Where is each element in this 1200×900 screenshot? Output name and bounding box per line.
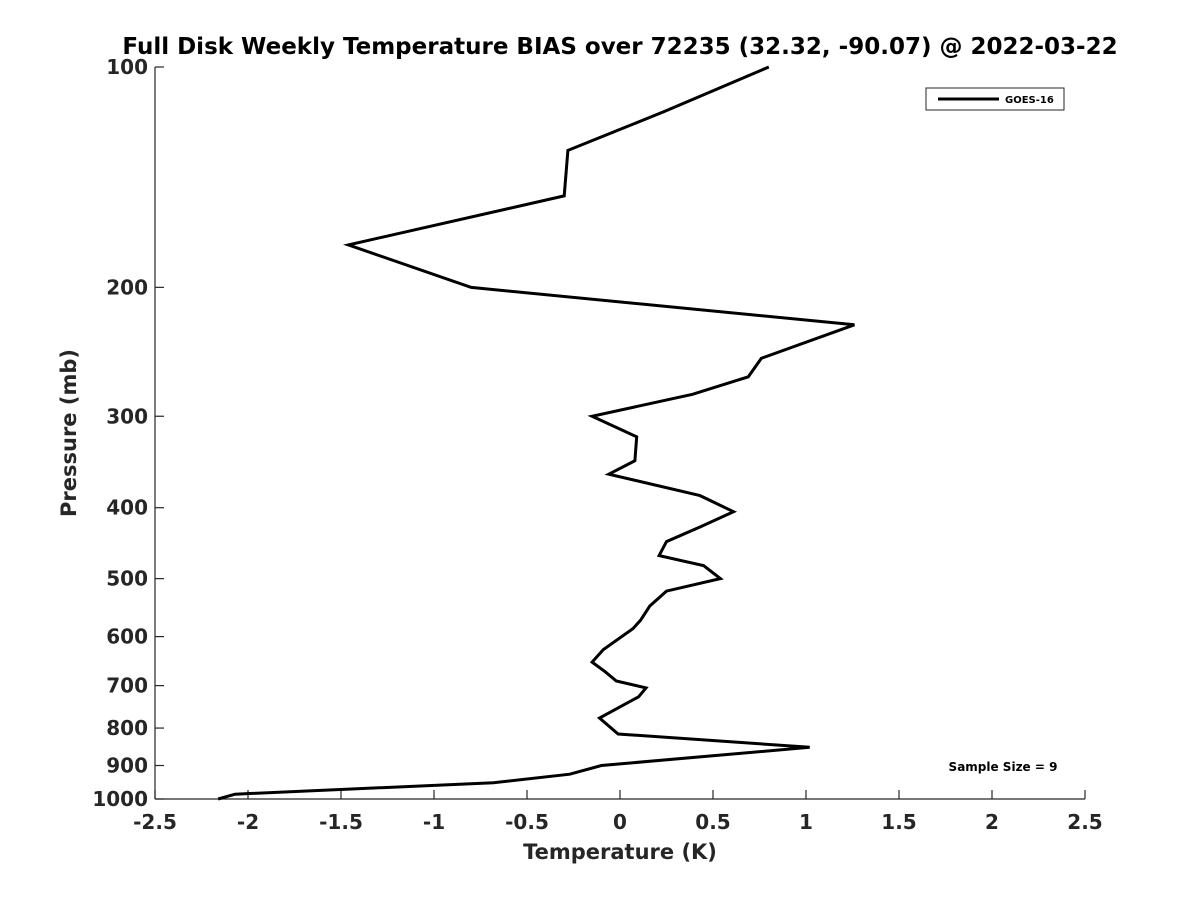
y-tick-label: 600 bbox=[106, 625, 148, 649]
y-tick-label: 200 bbox=[106, 275, 148, 299]
y-tick-label: 100 bbox=[106, 55, 148, 79]
x-tick-label: -1.5 bbox=[319, 810, 363, 834]
x-tick-label: 1 bbox=[799, 810, 813, 834]
y-tick-label: 500 bbox=[106, 567, 148, 591]
series-line-goes-16 bbox=[217, 65, 855, 801]
y-tick-label: 1000 bbox=[92, 787, 148, 811]
chart-title: Full Disk Weekly Temperature BIAS over 7… bbox=[122, 34, 1117, 60]
x-tick-label: 2.5 bbox=[1067, 810, 1102, 834]
x-tick-label: -2.5 bbox=[133, 810, 177, 834]
x-axis-ticks: -2.5 -2 -1.5 -1 -0.5 0 0.5 1 1.5 2 2.5 bbox=[133, 790, 1103, 834]
x-tick-label: -0.5 bbox=[505, 810, 549, 834]
y-tick-label: 800 bbox=[106, 716, 148, 740]
y-tick-label: 400 bbox=[106, 496, 148, 520]
legend: GOES-16 bbox=[925, 87, 1065, 111]
legend-label: GOES-16 bbox=[1005, 95, 1054, 106]
y-axis-ticks: 100 200 300 400 500 600 700 800 900 1000 bbox=[92, 55, 164, 811]
x-tick-label: 1.5 bbox=[881, 810, 916, 834]
y-axis-label: Pressure (mb) bbox=[57, 349, 81, 517]
x-axis-label: Temperature (K) bbox=[523, 840, 717, 864]
sample-size-annotation: Sample Size = 9 bbox=[949, 760, 1058, 774]
x-tick-label: 2 bbox=[985, 810, 999, 834]
y-tick-label: 300 bbox=[106, 404, 148, 428]
x-tick-label: -1 bbox=[423, 810, 445, 834]
x-tick-label: -2 bbox=[237, 810, 259, 834]
x-tick-label: 0 bbox=[613, 810, 627, 834]
series-layer bbox=[217, 65, 855, 801]
y-tick-label: 900 bbox=[106, 754, 148, 778]
y-tick-label: 700 bbox=[106, 674, 148, 698]
x-tick-label: 0.5 bbox=[695, 810, 730, 834]
